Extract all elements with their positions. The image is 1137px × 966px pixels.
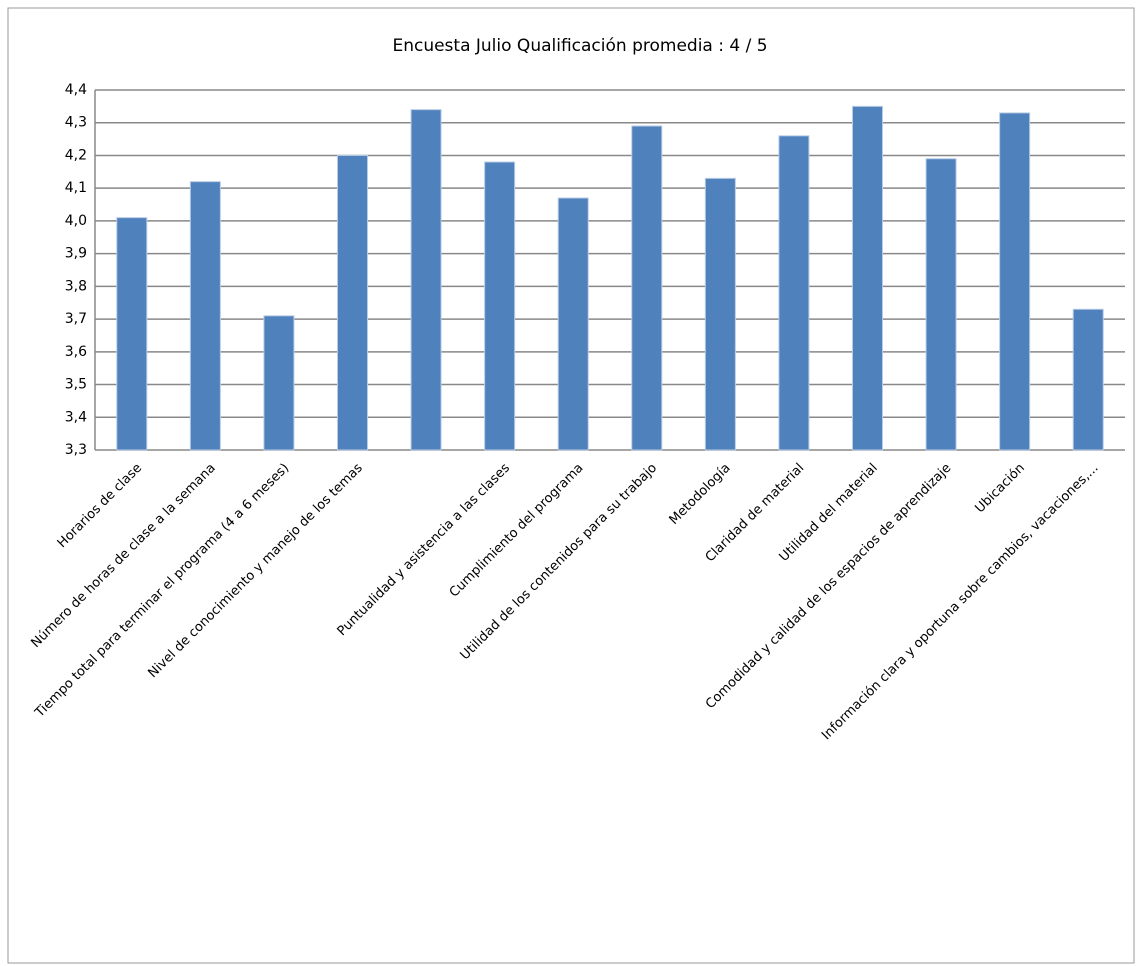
y-tick-label: 4,0 (65, 213, 87, 229)
y-tick-label: 4,4 (65, 82, 87, 98)
bar (557, 197, 589, 451)
bar (852, 105, 883, 451)
bar (1072, 308, 1104, 451)
y-tick-label: 3,6 (65, 344, 87, 360)
chart-title: Encuesta Julio Qualificación promedia : … (392, 36, 767, 56)
y-tick-label: 3,9 (65, 246, 87, 262)
y-tick-label: 4,3 (65, 115, 87, 131)
bar (484, 161, 516, 451)
y-tick-label: 3,5 (65, 377, 87, 393)
y-tick-label: 3,7 (65, 311, 87, 327)
y-tick-label: 3,3 (65, 442, 87, 458)
bar (116, 217, 148, 451)
y-tick-label: 3,8 (65, 278, 87, 294)
y-tick-label: 3,4 (65, 409, 87, 425)
bar (704, 177, 736, 451)
bar (925, 158, 957, 451)
bar (189, 181, 221, 451)
bar (778, 135, 810, 451)
y-tick-label: 4,2 (65, 147, 87, 163)
bar (337, 154, 368, 451)
bar (263, 315, 295, 451)
bar (631, 125, 663, 451)
y-tick-label: 4,1 (65, 180, 87, 196)
bar (999, 112, 1031, 451)
bar (410, 109, 442, 451)
